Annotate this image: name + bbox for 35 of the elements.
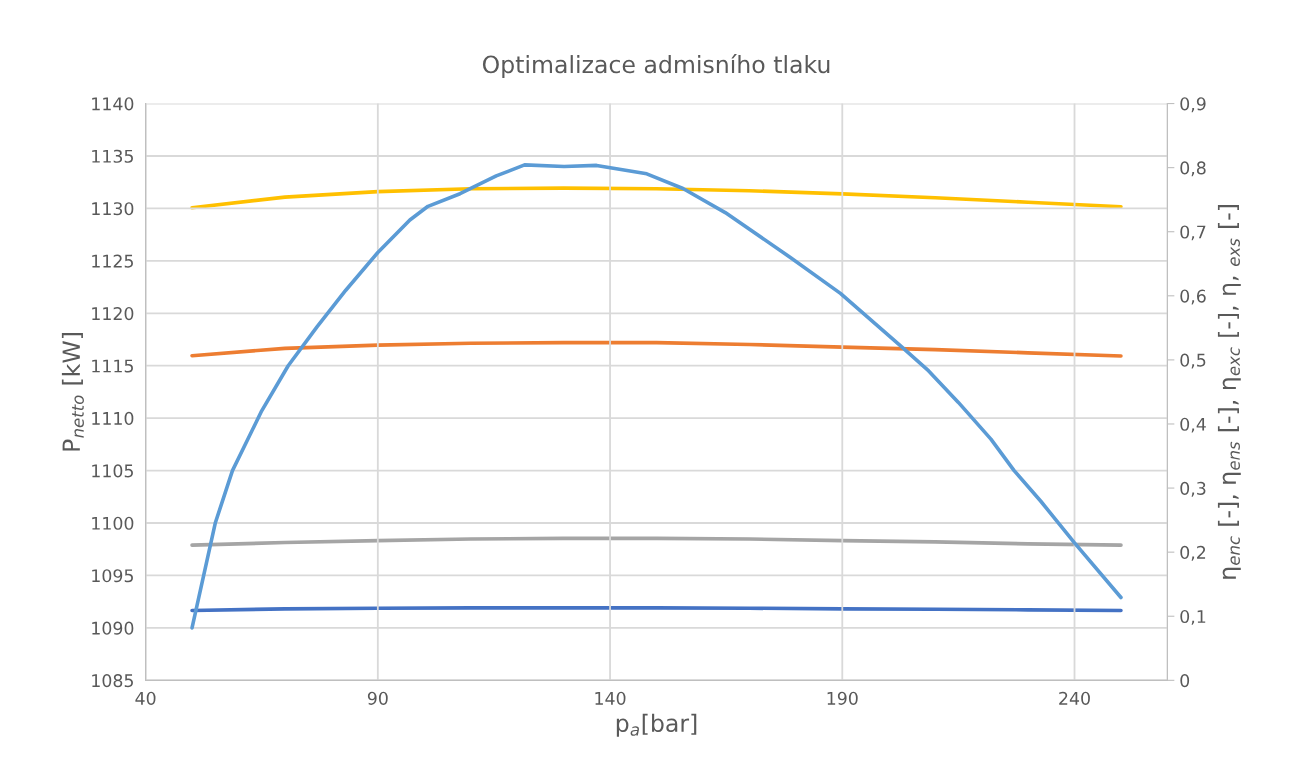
y-tick-label: 1095 (92, 569, 133, 583)
y2-tick-label: 0,4 (1180, 417, 1206, 433)
y-axis-title: P$_{netto}$ [kW] (61, 333, 84, 451)
x-tick-label: 240 (1059, 691, 1090, 705)
text: η$_{enc}$ [-], η$_{ens}$ [-], η$_{exc}$ [-], η, $_{exs}$ [-] (1217, 205, 1241, 579)
x-tick-label: 140 (595, 691, 626, 705)
line-series (190, 163, 1123, 630)
x-tick-label: 190 (827, 691, 858, 705)
y-tick-label: 1135 (92, 149, 133, 163)
y-tick-label: 1140 (92, 97, 134, 111)
y-tick-label: 1125 (92, 254, 133, 268)
x-tick-label: 90 (367, 691, 388, 705)
y2-tick-label: 0,2 (1180, 545, 1206, 561)
y2-tick-label: 0,1 (1180, 609, 1206, 625)
y2-tick-label: 0,7 (1180, 225, 1206, 241)
y-tick-label: 1115 (92, 359, 133, 373)
y-tick-label: 1130 (92, 202, 134, 216)
y-tick-label: 1110 (92, 411, 134, 425)
y-tick-label: 1085 (92, 674, 133, 688)
line-series (190, 536, 1123, 547)
y2-tick-label: 0,9 (1180, 97, 1206, 113)
y2-tick-label: 0 (1180, 674, 1190, 688)
y2-tick-label: 0,3 (1180, 481, 1206, 497)
y-tick-label: 1105 (92, 464, 133, 478)
y2-tick-label: 0,6 (1180, 289, 1206, 305)
y2-tick-label: 0,5 (1180, 353, 1206, 369)
x-tick-label: 40 (135, 691, 156, 705)
line-series (190, 186, 1123, 210)
chart-title: Optimalizace admisního tlaku (482, 54, 830, 78)
line-series (190, 340, 1123, 358)
y2-tick-label: 0,8 (1180, 161, 1206, 177)
y-tick-label: 1120 (92, 307, 134, 321)
y-tick-label: 1090 (92, 621, 134, 635)
y-tick-label: 1100 (92, 516, 134, 530)
x-axis-title: p$_{a}$[bar] (616, 713, 697, 737)
